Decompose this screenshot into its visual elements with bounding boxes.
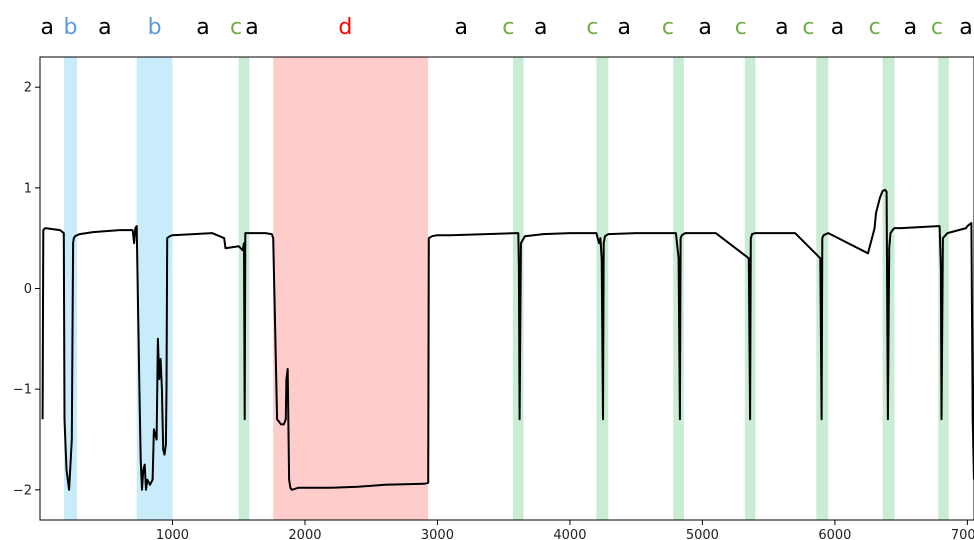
segment-label-11: c — [586, 15, 598, 40]
segment-label-5: c — [230, 15, 242, 40]
segment-label-21: c — [931, 15, 943, 40]
y-tick-label-4: −2 — [13, 483, 32, 498]
segment-label-15: c — [735, 15, 747, 40]
x-tick-label-4: 5000 — [686, 528, 719, 540]
highlight-bands — [63, 57, 949, 520]
band-c-10 — [938, 57, 949, 520]
segment-label-12: a — [618, 15, 631, 40]
y-tick-label-1: 1 — [24, 181, 32, 196]
band-b-0 — [63, 57, 78, 520]
segment-label-9: c — [502, 15, 514, 40]
segment-label-3: b — [148, 15, 162, 40]
axes: 1000 2000 3000 4000 5000 6000 7000 2 1 0 −1 −2 — [13, 56, 974, 540]
segment-label-2: a — [98, 15, 111, 40]
segment-label-13: c — [662, 15, 674, 40]
segment-label-4: a — [196, 15, 209, 40]
x-tick-label-3: 4000 — [553, 528, 586, 540]
segment-label-16: a — [775, 15, 788, 40]
segment-label-18: a — [831, 15, 844, 40]
segment-label-14: a — [698, 15, 711, 40]
x-tick-label-6: 7000 — [951, 528, 974, 540]
segment-label-20: a — [904, 15, 917, 40]
x-tick-label-5: 6000 — [818, 528, 851, 540]
segment-label-22: a — [959, 15, 972, 40]
segment-label-19: c — [869, 15, 881, 40]
segment-label-10: a — [534, 15, 547, 40]
segment-label-6: a — [245, 15, 258, 40]
y-tick-label-0: 2 — [24, 81, 32, 96]
x-tick-label-1: 2000 — [288, 528, 321, 540]
segment-label-8: a — [455, 15, 468, 40]
series-group — [41, 188, 974, 491]
x-tick-label-2: 3000 — [421, 528, 454, 540]
segment-label-7: d — [338, 15, 352, 40]
y-tick-label-2: 0 — [24, 282, 32, 297]
segment-label-17: c — [802, 15, 814, 40]
x-tick-label-0: 1000 — [156, 528, 189, 540]
segment-label-0: a — [41, 15, 54, 40]
y-tick-label-3: −1 — [13, 383, 32, 398]
band-d-3 — [273, 57, 429, 520]
series-line-0 — [41, 188, 974, 491]
segment-label-1: b — [63, 15, 77, 40]
plot-frame — [39, 56, 974, 521]
